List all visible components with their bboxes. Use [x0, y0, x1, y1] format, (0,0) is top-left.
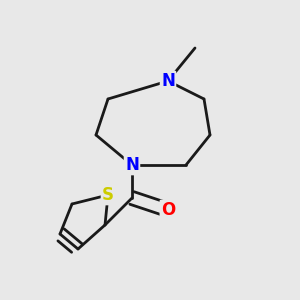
Text: O: O — [161, 201, 175, 219]
Text: N: N — [161, 72, 175, 90]
Text: S: S — [102, 186, 114, 204]
Text: N: N — [125, 156, 139, 174]
